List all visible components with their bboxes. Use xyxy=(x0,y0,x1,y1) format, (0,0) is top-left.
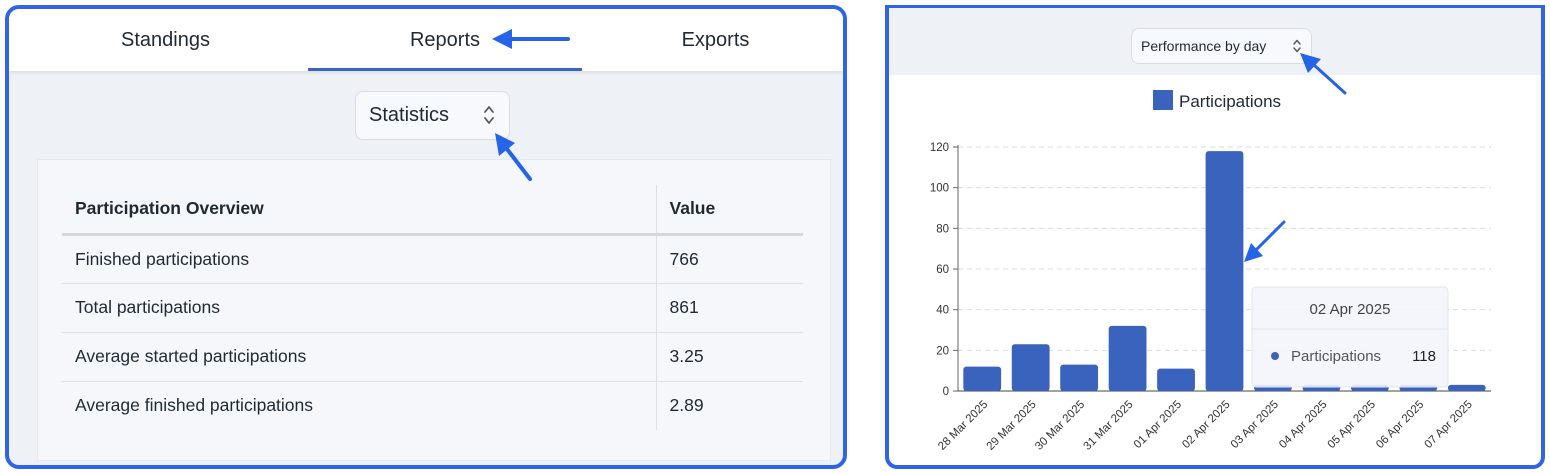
y-tick-label: 120 xyxy=(930,142,949,154)
tab-bar: Standings Reports Exports xyxy=(9,9,843,71)
table-row: Average finished participations 2.89 xyxy=(62,381,803,430)
row-value: 766 xyxy=(655,234,803,284)
x-tick-label: 02 Apr 2025 xyxy=(1180,399,1232,451)
chart-type-value: Performance by day xyxy=(1141,38,1267,54)
y-tick-label: 60 xyxy=(936,264,949,276)
statistics-table: Participation Overview Value Finished pa… xyxy=(62,185,803,430)
legend-label: Participations xyxy=(1179,92,1281,111)
table-header-row: Participation Overview Value xyxy=(62,185,803,236)
x-tick-label: 03 Apr 2025 xyxy=(1229,399,1281,451)
y-tick-label: 40 xyxy=(936,305,949,317)
tooltip-series-label: Participations xyxy=(1291,348,1381,365)
report-type-select[interactable]: Statistics xyxy=(355,91,510,140)
chart-area: Participations 0 20 40 60 80 100 120 28 Mar 2025… xyxy=(903,75,1537,465)
bar xyxy=(1205,151,1244,391)
row-label: Finished participations xyxy=(62,234,656,284)
statistics-panel: Standings Reports Exports Statistics Par… xyxy=(5,5,847,469)
table-row: Finished participations 766 xyxy=(62,234,803,284)
tooltip-series-dot xyxy=(1271,352,1279,360)
x-tick-label: 31 Mar 2025 xyxy=(1082,399,1136,453)
tab-exports[interactable]: Exports xyxy=(609,9,822,71)
tooltip-box xyxy=(1251,286,1449,388)
bar xyxy=(1060,364,1099,391)
column-header-overview: Participation Overview xyxy=(62,185,656,236)
y-tick-label: 100 xyxy=(930,183,949,195)
bar xyxy=(1011,344,1050,391)
column-header-value: Value xyxy=(655,185,803,236)
tab-reports-label: Reports xyxy=(409,28,481,51)
table-row: Average started participations 3.25 xyxy=(62,332,803,382)
bar xyxy=(1157,368,1195,391)
row-label: Total participations xyxy=(62,283,656,333)
updown-chevron-icon xyxy=(482,102,496,132)
bar xyxy=(1108,325,1147,391)
table-row: Total participations 861 xyxy=(62,283,803,333)
row-label: Average finished participations xyxy=(75,395,314,416)
tooltip-value: 118 xyxy=(1412,348,1436,365)
x-tick-label: 04 Apr 2025 xyxy=(1277,399,1329,451)
x-tick-label: 29 Mar 2025 xyxy=(985,399,1039,453)
chart-type-select[interactable]: Performance by day xyxy=(1131,28,1312,64)
tooltip-title: 02 Apr 2025 xyxy=(1310,301,1391,318)
x-tick-label: 06 Apr 2025 xyxy=(1374,399,1426,451)
tab-standings[interactable]: Standings xyxy=(63,9,268,71)
active-tab-indicator xyxy=(308,68,582,71)
x-tick-label: 01 Apr 2025 xyxy=(1132,399,1184,451)
row-value: 3.25 xyxy=(655,332,803,382)
x-tick-label: 30 Mar 2025 xyxy=(1033,399,1087,453)
y-tick-label: 80 xyxy=(936,223,949,235)
row-value: 861 xyxy=(655,283,803,333)
row-value: 2.89 xyxy=(655,381,803,430)
updown-chevron-icon xyxy=(1292,36,1302,58)
report-type-value: Statistics xyxy=(369,104,450,126)
y-tick-label: 20 xyxy=(936,345,949,357)
x-tick-label: 28 Mar 2025 xyxy=(936,399,990,453)
bar-chart: Participations 0 20 40 60 80 100 120 28 Mar 2025… xyxy=(930,90,1491,453)
chart-toolbar: Performance by day xyxy=(889,8,1541,75)
row-label: Average started participations xyxy=(62,332,656,382)
tab-standings-label: Standings xyxy=(121,28,210,51)
bar xyxy=(963,366,1002,391)
bar xyxy=(1447,384,1486,391)
y-tick-label: 0 xyxy=(943,386,949,398)
x-tick-label: 07 Apr 2025 xyxy=(1423,399,1475,451)
performance-panel: Performance by day Participations 0 20 40 60… xyxy=(885,5,1545,469)
tab-exports-label: Exports xyxy=(681,28,750,51)
statistics-table-card: Participation Overview Value Finished pa… xyxy=(38,160,830,460)
legend-swatch xyxy=(1153,90,1173,110)
x-tick-label: 05 Apr 2025 xyxy=(1326,399,1378,451)
tab-reports[interactable]: Reports xyxy=(308,9,582,71)
